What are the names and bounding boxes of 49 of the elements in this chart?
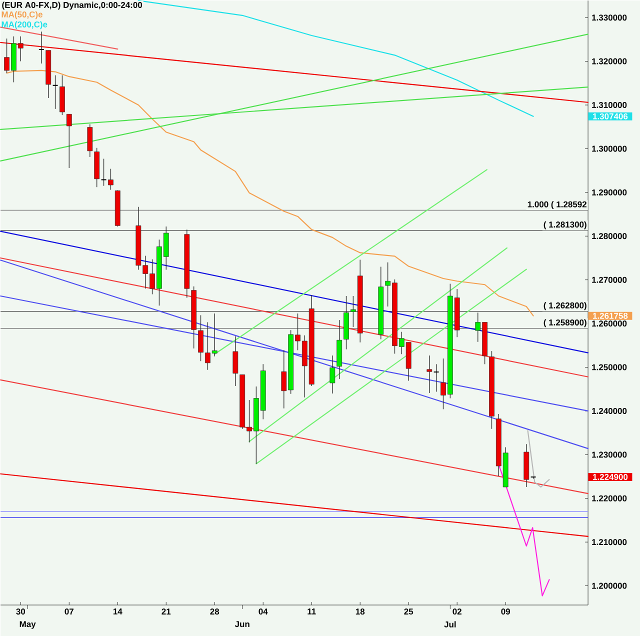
line-series (527, 430, 550, 488)
candlestick (66, 114, 72, 168)
y-tick-label: 1.270000 (592, 276, 627, 283)
x-tick-label: 14 (113, 608, 122, 614)
y-tick-label: 1.210000 (592, 539, 627, 546)
candlestick (426, 355, 432, 394)
candlestick (52, 74, 58, 110)
x-tick-label: 28 (210, 608, 220, 615)
x2-tick-label: Jun (234, 621, 250, 628)
y2-tick-label: 1.261758 (593, 312, 628, 319)
ref-line-label: ( 1.258900) (544, 319, 586, 328)
text: MA(50,C)e (2, 11, 42, 20)
y-tick-label: 1.260000 (592, 320, 627, 327)
y-tick-label: 1.320000 (592, 58, 627, 64)
x-tick-label: 21 (162, 608, 171, 614)
candlestick (330, 355, 336, 394)
y-tick-label: 1.240000 (592, 408, 627, 414)
candlestick (38, 31, 44, 64)
x-tick-label: 25 (404, 608, 414, 615)
x-tick-label: 09 (501, 608, 510, 615)
y-tick-label: 1.200000 (592, 582, 627, 589)
y-tick-label: 1.310000 (592, 102, 627, 108)
y-tick-label: 1.280000 (592, 233, 627, 240)
x-tick-label: 04 (258, 608, 268, 615)
text: MA(200,C)e (2, 21, 48, 30)
x-tick-label: 11 (308, 608, 316, 614)
y2-tick-label: 1.224900 (593, 474, 628, 480)
y-tick-label: 1.250000 (592, 364, 627, 370)
ref-line-label: ( 1.281300) (544, 221, 586, 230)
y-tick-label: 1.330000 (592, 14, 627, 21)
y-tick-label: 1.290000 (592, 189, 627, 196)
y-tick-label: 1.230000 (592, 452, 627, 458)
ref-line-label: 1.000 ( 1.28592 (528, 201, 586, 210)
x-tick-label: 02 (452, 608, 462, 615)
candlestick (433, 364, 440, 392)
chart-title: (EUR A0-FX,D) Dynamic,0:00-24:00 (2, 2, 142, 10)
x-tick-label: 30 (16, 608, 26, 615)
y2-tick-label: 1.307406 (593, 113, 628, 120)
ref-line-label: ( 1.262800) (544, 302, 586, 310)
candlestick (108, 168, 114, 190)
candlestick (87, 124, 93, 158)
y-tick-label: 1.220000 (592, 495, 627, 502)
x-tick-label: 18 (356, 608, 365, 615)
candlestick (232, 336, 238, 386)
y-tick-label: 1.300000 (592, 146, 627, 152)
x2-tick-label: Jul (444, 621, 456, 628)
x2-tick-label: May (20, 621, 36, 629)
x-tick-label: 07 (64, 608, 74, 615)
candlestick (198, 314, 204, 362)
